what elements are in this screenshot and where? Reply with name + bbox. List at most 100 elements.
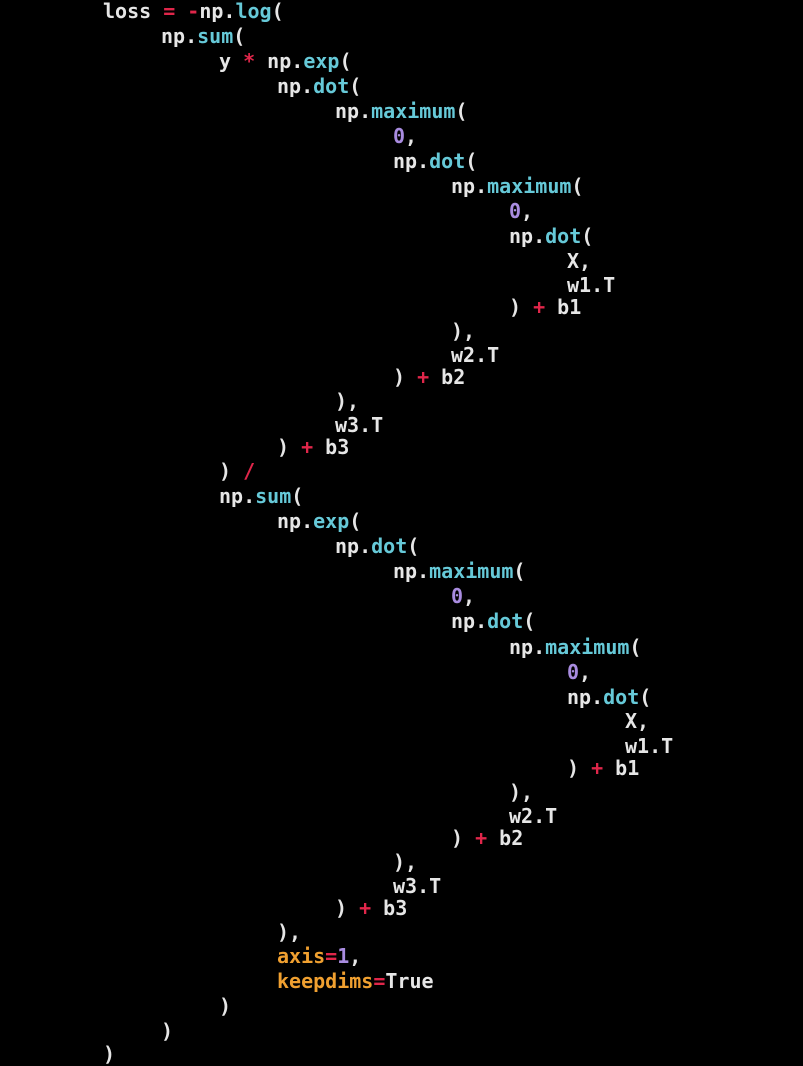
code-line: ): [219, 995, 231, 1017]
code-token: b2: [429, 365, 466, 389]
code-token: b2: [487, 826, 524, 850]
code-line: ) + b3: [335, 897, 407, 919]
function-token: dot: [603, 685, 640, 709]
code-line: y * np.exp(: [219, 50, 351, 72]
code-token: b3: [371, 896, 408, 920]
code-token: (: [233, 24, 246, 48]
code-token: X,: [567, 249, 592, 273]
code-token: ,: [521, 199, 534, 223]
function-token: sum: [197, 24, 234, 48]
code-token: ): [219, 459, 244, 483]
code-token: (: [349, 74, 362, 98]
operator-token: +: [301, 435, 314, 459]
code-token: loss: [103, 0, 164, 23]
operator-token: +: [533, 295, 546, 319]
function-token: dot: [487, 609, 524, 633]
code-token: (: [339, 49, 352, 73]
code-line: ) + b2: [393, 366, 465, 388]
code-token: (: [629, 635, 642, 659]
code-line: np.dot(: [277, 75, 361, 97]
function-token: dot: [545, 224, 582, 248]
code-line: np.sum(: [219, 485, 303, 507]
code-token: np.: [567, 685, 604, 709]
function-token: sum: [255, 484, 292, 508]
code-token: ,: [405, 124, 418, 148]
code-token: ),: [509, 780, 534, 804]
function-token: maximum: [371, 99, 456, 123]
code-token: ),: [335, 389, 360, 413]
operator-token: +: [359, 896, 372, 920]
function-token: exp: [303, 49, 340, 73]
code-token: ): [219, 994, 232, 1018]
code-line: X,: [625, 710, 649, 732]
code-token: np.: [199, 0, 236, 23]
code-token: ,: [579, 660, 592, 684]
code-token: b1: [603, 756, 640, 780]
code-token: y: [219, 49, 244, 73]
code-line: 0,: [509, 200, 533, 222]
code-token: (: [523, 609, 536, 633]
code-line: np.dot(: [335, 535, 419, 557]
code-line: ) + b1: [509, 296, 581, 318]
code-token: np.: [335, 99, 372, 123]
code-token: b3: [313, 435, 350, 459]
code-line: w3.T: [393, 875, 441, 897]
operator-token: /: [243, 459, 256, 483]
code-token: ): [103, 1042, 116, 1066]
code-token: np.: [509, 635, 546, 659]
operator-token: =: [373, 969, 386, 993]
operator-token: = -: [163, 0, 200, 23]
code-line: ),: [277, 921, 301, 943]
code-token: ),: [393, 850, 418, 874]
code-token: ),: [451, 319, 476, 343]
number-token: 0: [451, 584, 464, 608]
code-token: X,: [625, 709, 650, 733]
number-token: 0: [567, 660, 580, 684]
code-token: ,: [463, 584, 476, 608]
code-token: (: [465, 149, 478, 173]
code-token: np.: [393, 559, 430, 583]
code-token: (: [639, 685, 652, 709]
keyword-arg-token: keepdims: [277, 969, 374, 993]
code-token: ): [451, 826, 476, 850]
code-line: ),: [451, 320, 475, 342]
code-line: np.maximum(: [451, 175, 583, 197]
code-line: keepdims=True: [277, 970, 434, 992]
code-token: (: [407, 534, 420, 558]
code-token: np.: [509, 224, 546, 248]
number-token: 0: [509, 199, 522, 223]
operator-token: +: [417, 365, 430, 389]
function-token: dot: [371, 534, 408, 558]
code-line: ) /: [219, 460, 255, 482]
code-token: (: [455, 99, 468, 123]
code-token: np.: [219, 484, 256, 508]
operator-token: +: [475, 826, 488, 850]
code-line: np.exp(: [277, 510, 361, 532]
code-line: np.maximum(: [335, 100, 467, 122]
code-token: w1.T: [567, 273, 616, 297]
code-line: np.dot(: [451, 610, 535, 632]
code-token: w1.T: [625, 734, 674, 758]
code-token: ,: [349, 944, 362, 968]
code-token: np.: [451, 609, 488, 633]
function-token: maximum: [429, 559, 514, 583]
code-token: np.: [335, 534, 372, 558]
code-token: np.: [393, 149, 430, 173]
code-line: np.maximum(: [393, 560, 525, 582]
keyword-arg-token: axis: [277, 944, 326, 968]
code-token: np.: [451, 174, 488, 198]
code-token: ): [393, 365, 418, 389]
code-token: w2.T: [451, 343, 500, 367]
code-line: X,: [567, 250, 591, 272]
operator-token: +: [591, 756, 604, 780]
code-line: ),: [509, 781, 533, 803]
function-token: exp: [313, 509, 350, 533]
code-line: 0,: [393, 125, 417, 147]
code-token: w2.T: [509, 804, 558, 828]
code-token: ): [567, 756, 592, 780]
code-token: np.: [277, 509, 314, 533]
code-line: w1.T: [567, 274, 615, 296]
code-token: (: [581, 224, 594, 248]
function-token: log: [235, 0, 272, 23]
code-line: ) + b1: [567, 757, 639, 779]
